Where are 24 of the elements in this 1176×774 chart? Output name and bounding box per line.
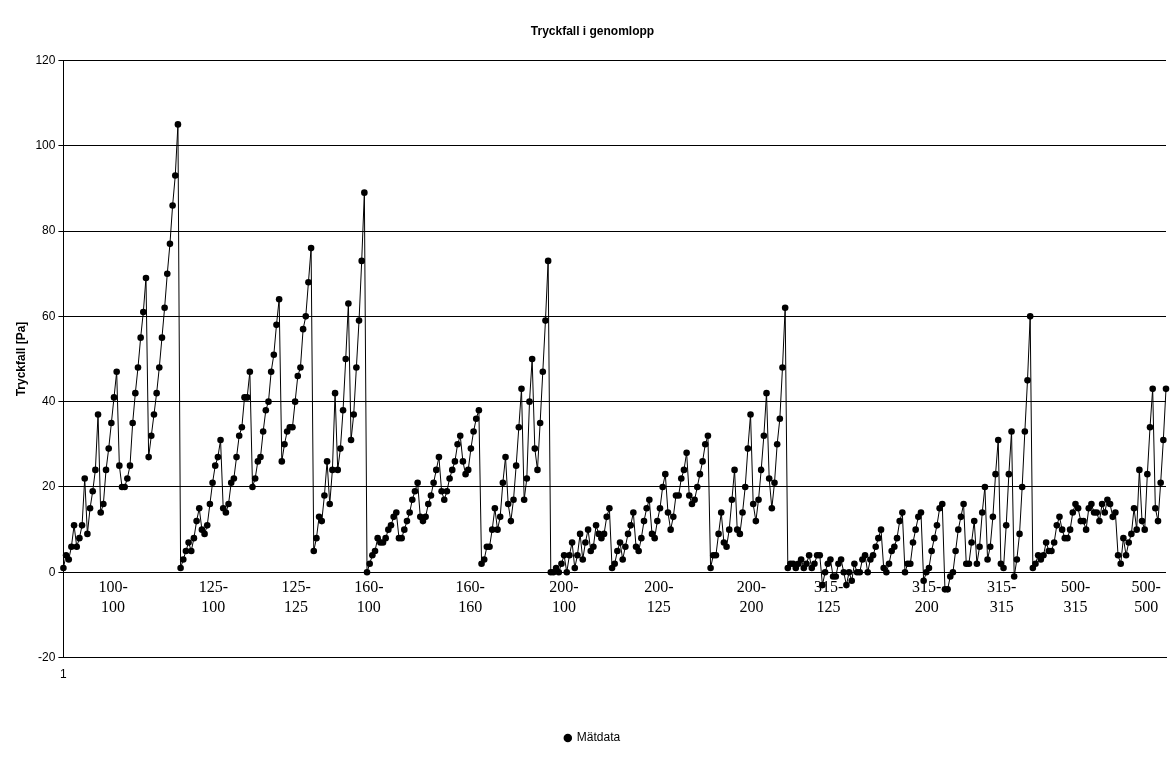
annotation: 200- 100 <box>549 578 579 616</box>
annotation: 160- 160 <box>455 578 485 616</box>
y-tick-label: 40 <box>42 393 56 408</box>
legend-label: Mätdata <box>576 730 621 745</box>
y-tick-label: -20 <box>38 649 56 664</box>
annotation: 125- 100 <box>198 578 229 616</box>
annotation: 500- 500 <box>1131 578 1161 616</box>
annotation: 100- 100 <box>98 578 128 616</box>
y-tick-label: 80 <box>42 223 56 238</box>
annotation: 160- 100 <box>354 578 384 616</box>
y-tick-label: 100 <box>35 138 56 153</box>
y-tick-label: 20 <box>42 479 56 494</box>
annotation: 315- 315 <box>987 578 1017 616</box>
y-tick-label: 120 <box>35 52 56 67</box>
chart-title: Tryckfall i genomlopp <box>530 23 655 38</box>
annotation: 200- 125 <box>644 578 674 616</box>
y-tick-label: 0 <box>48 564 56 579</box>
annotation: 200- 200 <box>736 578 767 616</box>
x-tick-label: 1 <box>60 667 68 682</box>
annotation: 125- 125 <box>281 578 311 616</box>
annotation: 500- 315 <box>1060 578 1091 616</box>
annotation: 315- 125 <box>813 578 844 616</box>
y-tick-label: 60 <box>42 308 56 323</box>
y-axis-title: Tryckfall [Pa] <box>13 321 28 397</box>
